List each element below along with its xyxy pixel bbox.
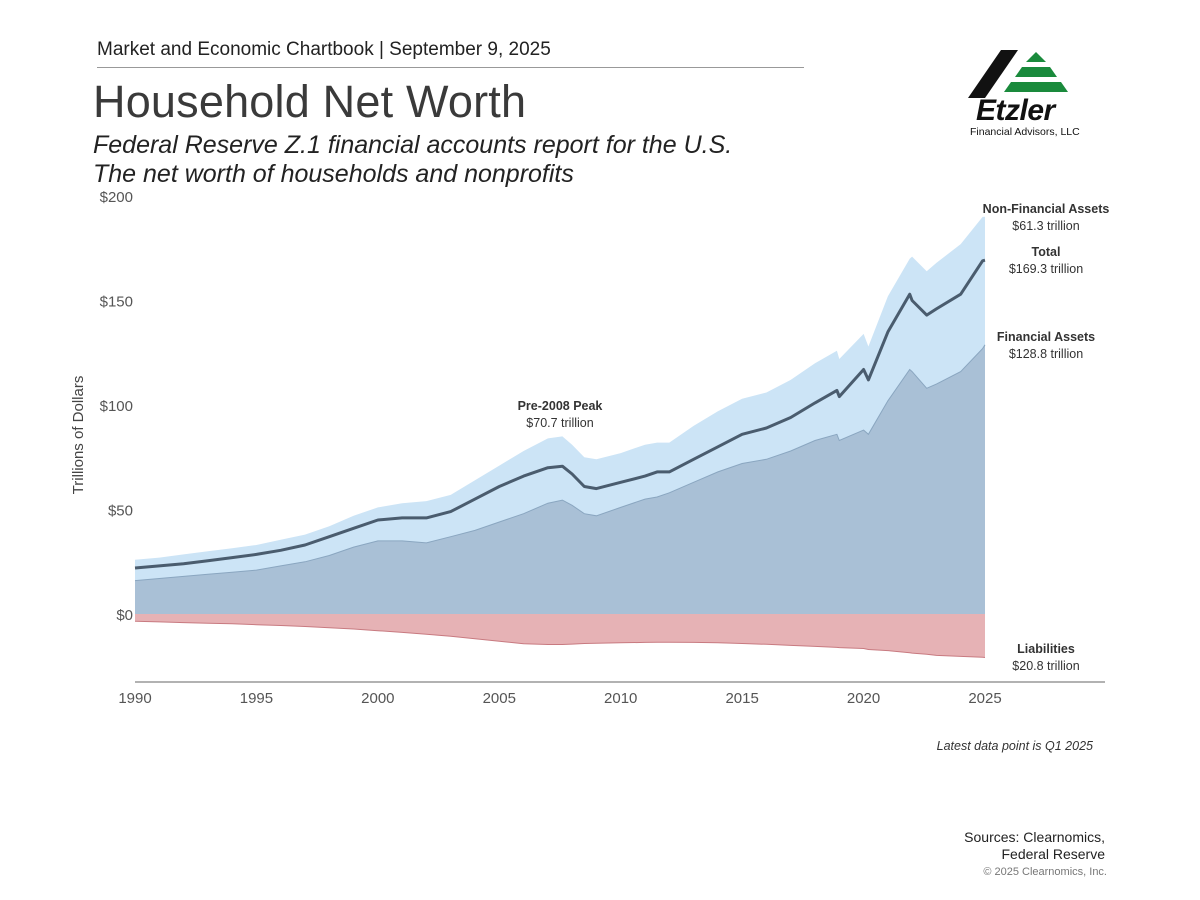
annotation-pre2008-label: Pre-2008 Peak [518,399,603,413]
annotation-liabilities-label: Liabilities [1017,642,1075,656]
subtitle-line-2: The net worth of households and nonprofi… [93,160,574,188]
annotation-total-value: $169.3 trillion [1009,262,1083,276]
subtitle-line-1: Federal Reserve Z.1 financial accounts r… [93,131,733,159]
x-tick-label: 2000 [361,690,394,707]
y-tick-label: $0 [116,607,133,624]
total-net-worth-line [134,258,986,570]
financial-assets-area [135,344,985,614]
annotation-total-label: Total [1032,245,1061,259]
x-tick-label: 2025 [968,690,1001,707]
annotation-liabilities-value: $20.8 trillion [1012,659,1079,673]
y-tick-label: $150 [100,294,133,311]
annotation-financial-label: Financial Assets [997,330,1095,344]
sources-line-1: Sources: Clearnomics, [964,829,1105,845]
subtitle: Federal Reserve Z.1 financial accounts r… [93,131,732,189]
x-tick-label: 1990 [118,690,151,707]
financial-assets-line [134,344,986,582]
latest-data-note: Latest data point is Q1 2025 [936,739,1093,753]
x-tick-label: 1995 [240,690,273,707]
logo-name: Etzler [976,94,1055,127]
chartbook-header: Market and Economic Chartbook | Septembe… [97,39,551,60]
page-title: Household Net Worth [93,76,527,127]
annotation-pre2008-value: $70.7 trillion [526,416,593,430]
header-rule [97,67,804,68]
x-tick-label: 2005 [483,690,516,707]
x-tick-label: 2015 [725,690,758,707]
logo-subtitle: Financial Advisors, LLC [970,126,1080,138]
liabilities-area [135,614,985,658]
sources-line-2: Federal Reserve [1001,846,1106,862]
annotation-nonfinancial-label: Non-Financial Assets [983,202,1110,216]
annotation-financial-value: $128.8 trillion [1009,347,1083,361]
sources: Sources: Clearnomics, Federal Reserve [964,829,1105,863]
liabilities-line [134,620,986,658]
x-tick-label: 2010 [604,690,637,707]
copyright: © 2025 Clearnomics, Inc. [983,866,1107,878]
y-tick-label: $50 [108,503,133,520]
etzler-logo-icon [968,50,1068,98]
annotation-nonfinancial-value: $61.3 trillion [1012,219,1079,233]
y-tick-label: $100 [100,398,133,415]
y-axis-label: Trillions of Dollars [70,376,87,495]
y-tick-label: $200 [100,189,133,206]
x-tick-label: 2020 [847,690,880,707]
